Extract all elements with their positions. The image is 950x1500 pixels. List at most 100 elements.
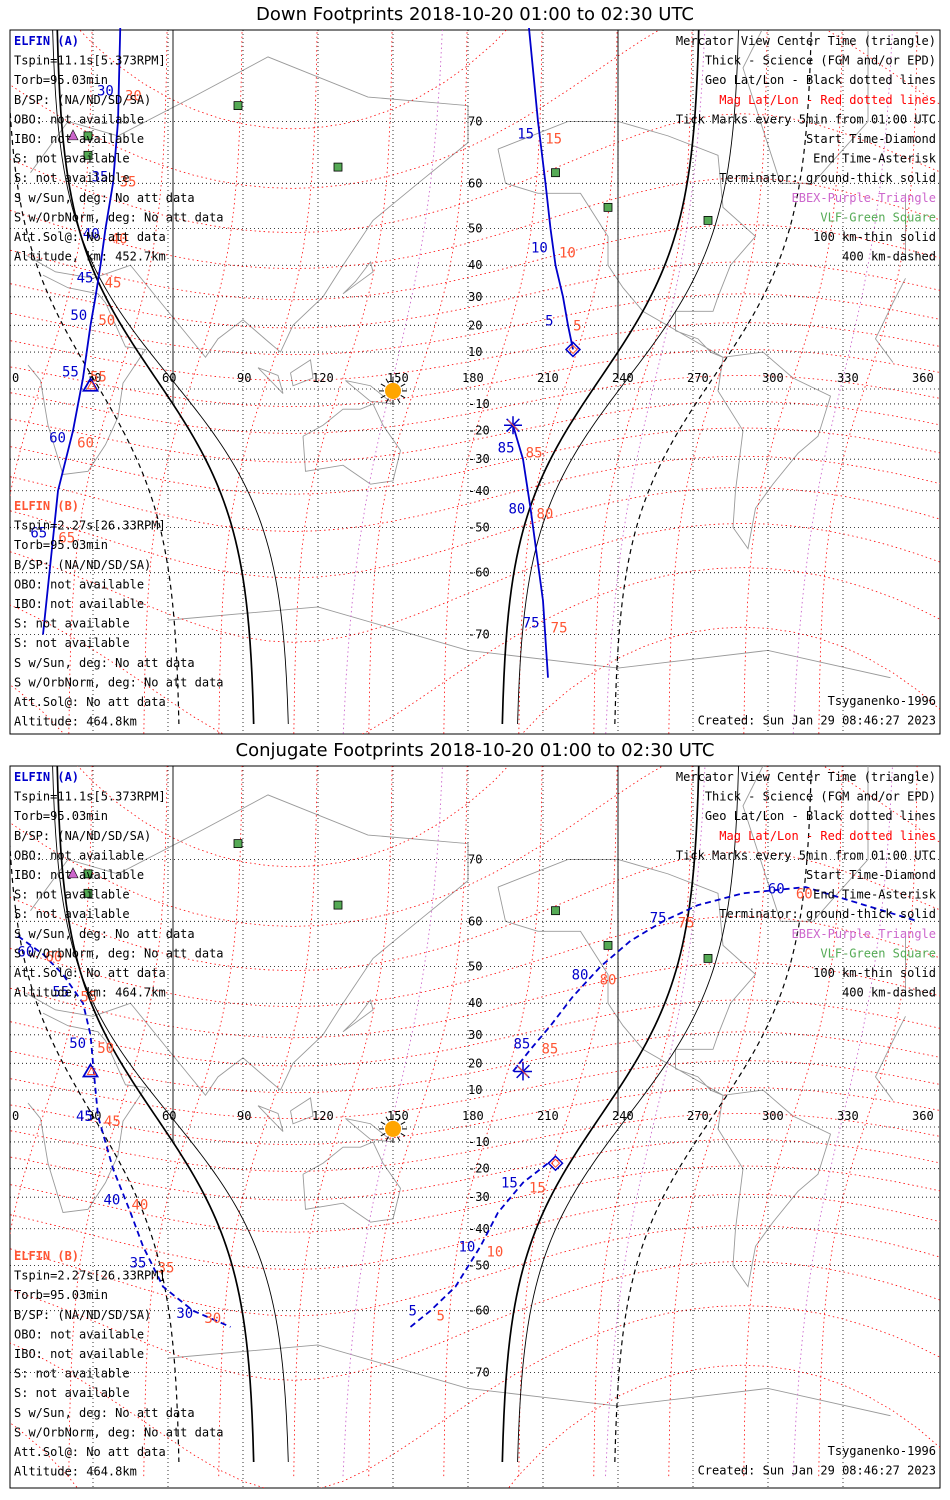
lat-tick-label: 40	[468, 258, 482, 272]
elfin-a-track-pass1	[42, 28, 122, 635]
start-diamond-a	[564, 341, 582, 358]
lon-tick-label: 180	[462, 371, 484, 385]
legend-entry: Mag Lat/Lon - Red dotted lines	[719, 93, 936, 107]
tick-label-pass1-blue: 45	[77, 271, 94, 287]
elfin-a-info-line: Torb=95.03min	[14, 809, 108, 823]
elfin-a-info-line: S: not available	[14, 907, 130, 921]
tick-label-pass2-blue: 10	[459, 1239, 476, 1255]
tick-label-pass3-blue: 75	[650, 910, 667, 926]
lat-tick-label: 50	[468, 960, 482, 974]
coastline-7	[290, 1097, 314, 1125]
mag-meridian	[293, 30, 393, 734]
coastline-3	[497, 859, 757, 1096]
mag-parallel	[10, 1193, 940, 1270]
legend-entry: Mag Lat/Lon - Red dotted lines	[719, 829, 936, 843]
sun-ray	[380, 1121, 386, 1125]
lon-tick-label: 360	[912, 371, 934, 385]
mag-parallel	[10, 915, 940, 1007]
mag-meridian	[743, 30, 843, 734]
tick-label-pass1-blue: 55	[52, 984, 69, 1000]
coastline-5	[742, 766, 869, 922]
legend-entry: 100 km-thin solid	[813, 966, 936, 980]
terminator-400km	[614, 766, 812, 1462]
sun-disc	[385, 382, 401, 399]
sun-ray	[380, 1132, 386, 1137]
sun-ray	[397, 1136, 401, 1142]
legend-entry: Mercator View Center Time (triangle)	[676, 34, 936, 48]
tick-label-pass1-red: 60	[45, 950, 62, 966]
mag-parallel	[10, 455, 940, 532]
view-center-triangle-b	[86, 1066, 97, 1075]
lat-tick-label: -60	[468, 566, 490, 580]
ebex-triangle	[67, 129, 79, 141]
sun-ray	[397, 378, 401, 384]
tick-label-pass2-blue: 5	[545, 314, 553, 330]
terminator-400km	[614, 30, 812, 724]
elfin-a-info-line: IBO: not available	[14, 132, 144, 146]
start-diamond-b	[568, 344, 578, 355]
lat-tick-label: 60	[468, 914, 482, 928]
start-diamond-b	[550, 1158, 561, 1168]
elfin-a-info-line: S w/OrbNorm, deg: No att data	[14, 946, 224, 960]
model-label: Tsyganenko-1996	[828, 1444, 936, 1458]
mag-parallel	[10, 851, 940, 971]
lon-tick-label: 120	[312, 371, 334, 385]
elfin-b-info-line: S: not available	[14, 636, 130, 650]
coastline-2	[302, 403, 401, 485]
tick-label-pass2-red: 15	[529, 1181, 546, 1197]
lat-tick-label: -10	[468, 1135, 490, 1149]
vlf-square	[333, 162, 343, 172]
elfin-b-info-line: Torb=95.03min	[14, 1288, 108, 1302]
terminator-ground	[56, 30, 255, 724]
tick-label-pass3-red: 80	[537, 506, 554, 522]
legend-entry: Tick Marks every 5min from 01:00 UTC	[676, 848, 936, 862]
legend-entry: 400 km-dashed	[842, 250, 936, 264]
vlf-square	[83, 869, 93, 879]
coastline-4	[717, 351, 832, 550]
sun-ray	[400, 394, 406, 399]
tick-label-pass2-blue: 10	[531, 241, 548, 257]
mag-parallel	[10, 224, 940, 301]
elfin-b-info-line: OBO: not available	[14, 577, 144, 591]
lat-tick-label: 30	[468, 290, 482, 304]
legend-entry: VLF-Green Square	[820, 210, 936, 224]
tick-label-pass1-red: 40	[111, 232, 128, 248]
tick-label-pass2-red: 5	[573, 319, 581, 335]
tick-label-pass3-red: 85	[526, 446, 543, 462]
tick-label-pass3-red: 60	[796, 887, 813, 903]
elfin-b-info-line: S: not available	[14, 1367, 130, 1381]
terminator-100km	[517, 30, 739, 724]
legend-entry: End Time-Asterisk	[813, 152, 937, 166]
lon-tick-label: 60	[162, 371, 176, 385]
tick-label-pass1-red: 55	[90, 370, 107, 386]
terminator-100km	[52, 766, 289, 1462]
elfin-b-name: ELFIN (B)	[14, 1249, 79, 1263]
terminator-ground	[56, 766, 255, 1462]
elfin-a-info-line: S w/Sun, deg: No att data	[14, 191, 195, 205]
lon-tick-label: 0	[12, 1109, 19, 1123]
lon-tick-label: 210	[537, 371, 559, 385]
coastline-2	[302, 1141, 401, 1223]
elfin-b-info-line: Altitude: 464.8km	[14, 1465, 137, 1479]
elfin-a-info-line: S: not available	[14, 888, 130, 902]
mag-meridian	[668, 766, 768, 1477]
mag-meridian	[68, 766, 168, 1477]
elfin-b-info-line: S w/Sun, deg: No att data	[14, 1406, 195, 1420]
coastline-9	[342, 998, 374, 1033]
tick-label-pass3-red: 80	[600, 972, 617, 988]
legend-entry: Geo Lat/Lon - Black dotted lines	[705, 809, 936, 823]
mag-parallel	[10, 261, 940, 329]
lat-tick-label: 70	[468, 114, 482, 128]
ebex-triangle	[67, 867, 79, 879]
lat-tick-label: -20	[468, 1162, 490, 1176]
mag-parallel	[79, 30, 507, 130]
elfin-a-track-pass2	[528, 28, 574, 350]
mag-meridian	[368, 30, 468, 734]
elfin-a-info-line: Tspin=11.1s[5.373RPM]	[14, 790, 166, 804]
lon-tick-label: 90	[237, 1109, 251, 1123]
coastline-0	[874, 278, 906, 363]
mag-parallel	[10, 523, 940, 643]
conjugate-footprints-map: 0 30 60 90 120 150 180 210 240 270 300 330 360 70 60 50…	[9, 765, 941, 1489]
created-label: Created: Sun Jan 29 08:46:27 2023	[698, 714, 936, 728]
mag-meridian	[218, 30, 318, 734]
